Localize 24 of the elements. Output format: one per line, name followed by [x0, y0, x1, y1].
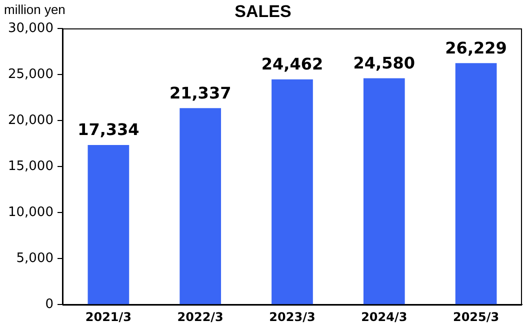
x-tick-label: 2021/3 [85, 310, 132, 324]
data-label: 21,337 [169, 83, 232, 102]
y-tick-label: 15,000 [8, 158, 54, 174]
data-label: 26,229 [445, 38, 507, 58]
data-label: 24,580 [353, 53, 416, 72]
y-tick-label: 30,000 [8, 20, 54, 36]
x-tick-label: 2025/3 [452, 310, 500, 324]
data-label: 24,462 [261, 54, 324, 74]
bar [455, 63, 497, 304]
y-tick-label: 5,000 [16, 250, 54, 266]
y-tick-label: 10,000 [8, 204, 54, 220]
x-tick-label: 2024/3 [361, 310, 408, 324]
data-label: 17,334 [78, 120, 140, 140]
x-tick-label: 2022/3 [177, 310, 224, 324]
chart-title: SALES [234, 2, 292, 21]
y-tick-label: 20,000 [8, 112, 54, 128]
bar [272, 79, 313, 304]
bar [180, 108, 222, 304]
y-tick-label: 25,000 [8, 66, 54, 82]
x-tick-label: 2023/3 [269, 310, 316, 324]
y-tick-label: 0 [45, 296, 54, 312]
bar [363, 78, 405, 304]
y-axis-title: million yen [4, 2, 66, 18]
bar [88, 145, 130, 304]
